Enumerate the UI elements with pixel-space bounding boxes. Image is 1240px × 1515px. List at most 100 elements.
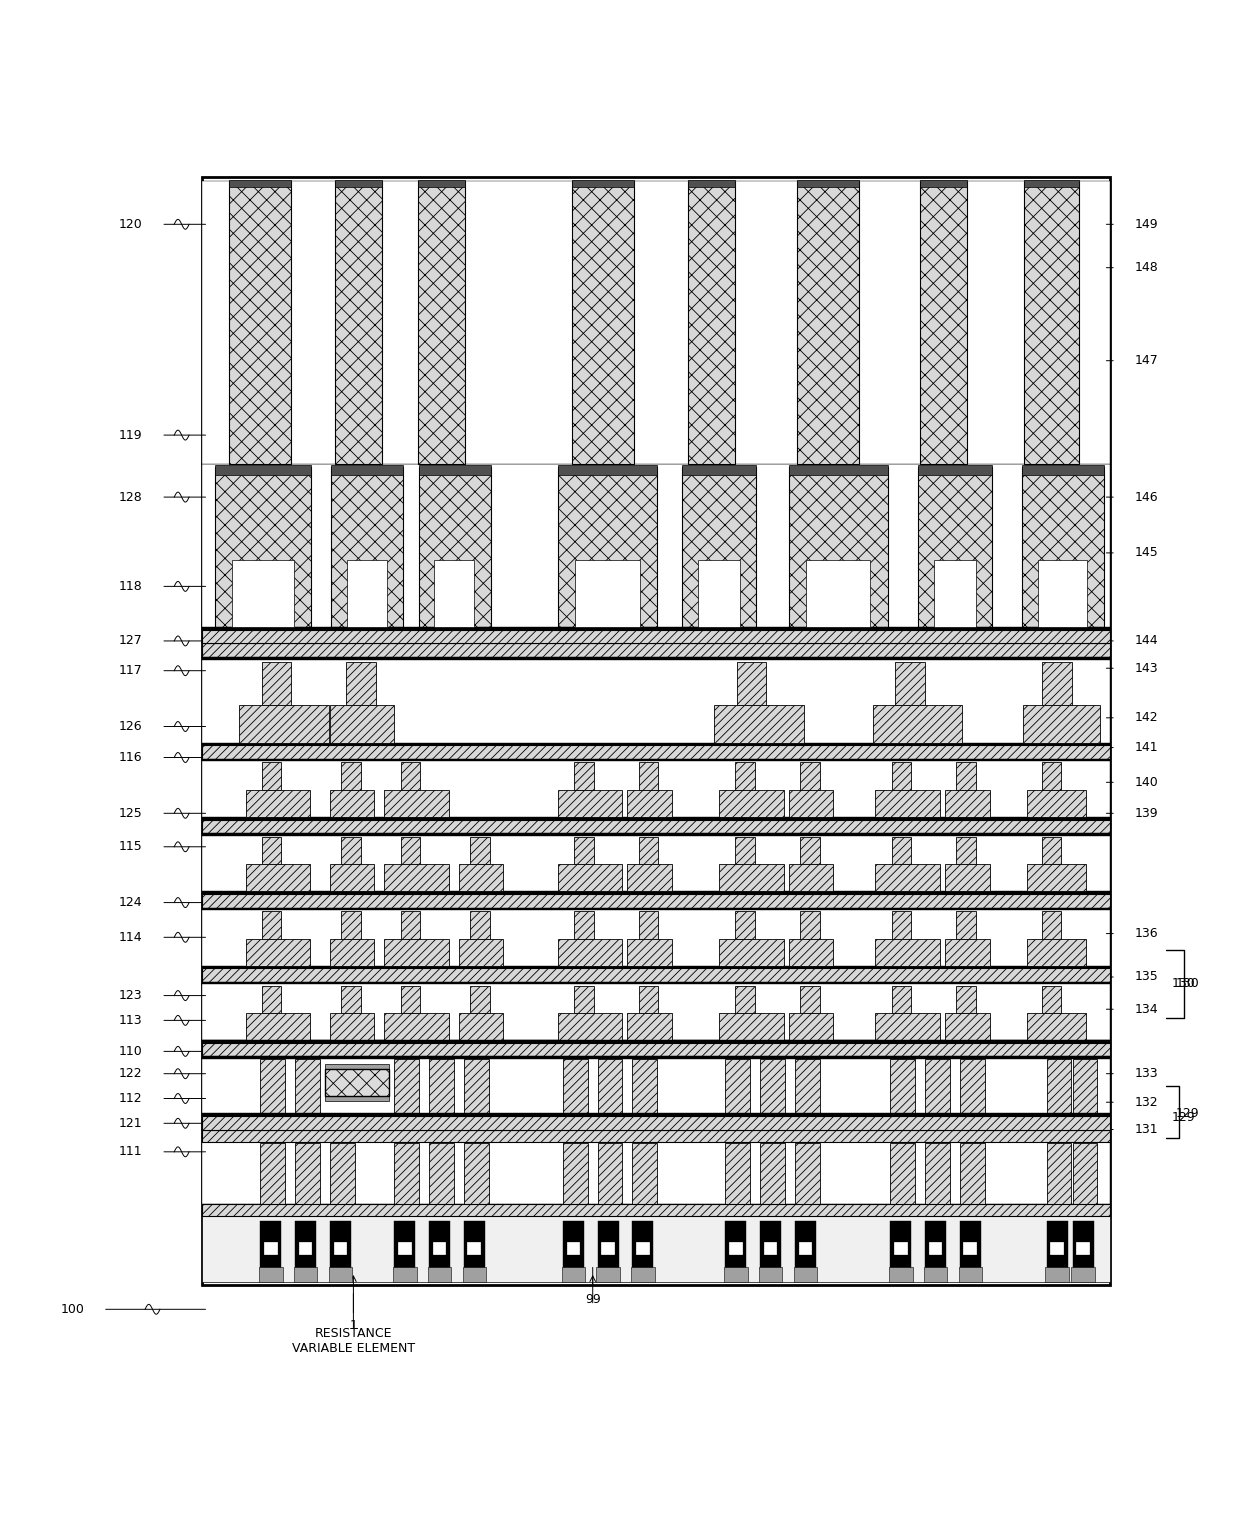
- Bar: [202, 745, 1110, 820]
- Bar: [956, 836, 976, 864]
- Bar: [800, 986, 820, 1014]
- Bar: [335, 180, 382, 186]
- Bar: [1071, 1267, 1095, 1282]
- Bar: [725, 1144, 750, 1204]
- Bar: [262, 836, 281, 864]
- Bar: [401, 911, 420, 938]
- Bar: [202, 1217, 1110, 1282]
- Bar: [428, 1267, 451, 1282]
- Bar: [735, 911, 755, 938]
- Bar: [598, 1144, 622, 1204]
- Text: 131: 131: [1135, 1123, 1158, 1136]
- Text: 114: 114: [119, 930, 143, 944]
- Bar: [925, 1144, 950, 1204]
- Bar: [601, 1242, 615, 1254]
- Bar: [631, 1267, 655, 1282]
- Bar: [262, 762, 281, 789]
- Bar: [574, 911, 594, 938]
- Bar: [418, 180, 465, 464]
- Bar: [1042, 662, 1071, 706]
- Bar: [1042, 911, 1061, 938]
- Bar: [735, 762, 755, 789]
- Bar: [202, 1142, 1110, 1204]
- Bar: [202, 745, 1110, 759]
- Bar: [760, 1059, 785, 1114]
- Bar: [575, 561, 640, 627]
- Bar: [330, 864, 374, 891]
- Bar: [1027, 789, 1086, 817]
- Bar: [330, 1144, 355, 1204]
- Bar: [598, 1059, 622, 1114]
- Bar: [1022, 465, 1104, 474]
- Text: 111: 111: [119, 1145, 143, 1159]
- Bar: [202, 1130, 1110, 1142]
- Bar: [1027, 864, 1086, 891]
- Bar: [470, 986, 490, 1014]
- Bar: [574, 986, 594, 1014]
- Text: 146: 146: [1135, 491, 1158, 503]
- Text: 127: 127: [119, 635, 143, 647]
- Bar: [574, 762, 594, 789]
- Bar: [384, 789, 449, 817]
- Bar: [1042, 836, 1061, 864]
- Bar: [341, 762, 361, 789]
- Bar: [262, 662, 291, 706]
- Bar: [202, 833, 1110, 836]
- Bar: [892, 836, 911, 864]
- Text: 130: 130: [1176, 977, 1199, 989]
- Bar: [346, 662, 376, 706]
- Bar: [295, 1144, 320, 1204]
- Bar: [1073, 1059, 1097, 1114]
- Bar: [558, 467, 657, 627]
- Bar: [202, 1056, 1110, 1059]
- Bar: [698, 561, 740, 627]
- Bar: [202, 644, 1110, 745]
- Text: 147: 147: [1135, 355, 1158, 367]
- Bar: [1047, 1144, 1071, 1204]
- Text: 142: 142: [1135, 712, 1158, 724]
- Bar: [688, 180, 735, 186]
- Bar: [920, 180, 967, 464]
- Bar: [394, 1144, 419, 1204]
- Bar: [202, 982, 1110, 985]
- Bar: [229, 180, 291, 186]
- Bar: [558, 789, 622, 817]
- Bar: [202, 180, 1110, 464]
- Text: 140: 140: [1135, 776, 1158, 789]
- Bar: [202, 894, 1110, 907]
- Bar: [335, 180, 382, 464]
- Text: 123: 123: [119, 989, 143, 1001]
- Bar: [202, 1041, 1110, 1042]
- Bar: [725, 1221, 746, 1270]
- Bar: [330, 1014, 374, 1041]
- Bar: [800, 911, 820, 938]
- Bar: [264, 1242, 278, 1254]
- Bar: [925, 1221, 946, 1270]
- Bar: [890, 1059, 915, 1114]
- Bar: [202, 817, 1110, 820]
- Bar: [639, 911, 658, 938]
- Bar: [429, 1059, 454, 1114]
- Bar: [945, 864, 990, 891]
- Bar: [202, 1204, 1110, 1217]
- Bar: [295, 1059, 320, 1114]
- Bar: [202, 1117, 1110, 1130]
- Text: 143: 143: [1135, 662, 1158, 674]
- Bar: [1047, 1059, 1071, 1114]
- Bar: [429, 1144, 454, 1204]
- Bar: [890, 1221, 911, 1270]
- Bar: [1038, 561, 1087, 627]
- Bar: [632, 1221, 653, 1270]
- Bar: [925, 1059, 950, 1114]
- Bar: [719, 1014, 784, 1041]
- Text: 112: 112: [119, 1092, 143, 1104]
- Bar: [1022, 467, 1104, 627]
- Bar: [325, 1068, 389, 1095]
- Bar: [202, 968, 1110, 982]
- Bar: [636, 1242, 650, 1254]
- Text: 116: 116: [119, 751, 143, 764]
- Bar: [789, 465, 888, 474]
- Bar: [394, 1059, 419, 1114]
- Bar: [202, 644, 1110, 658]
- Text: 144: 144: [1135, 635, 1158, 647]
